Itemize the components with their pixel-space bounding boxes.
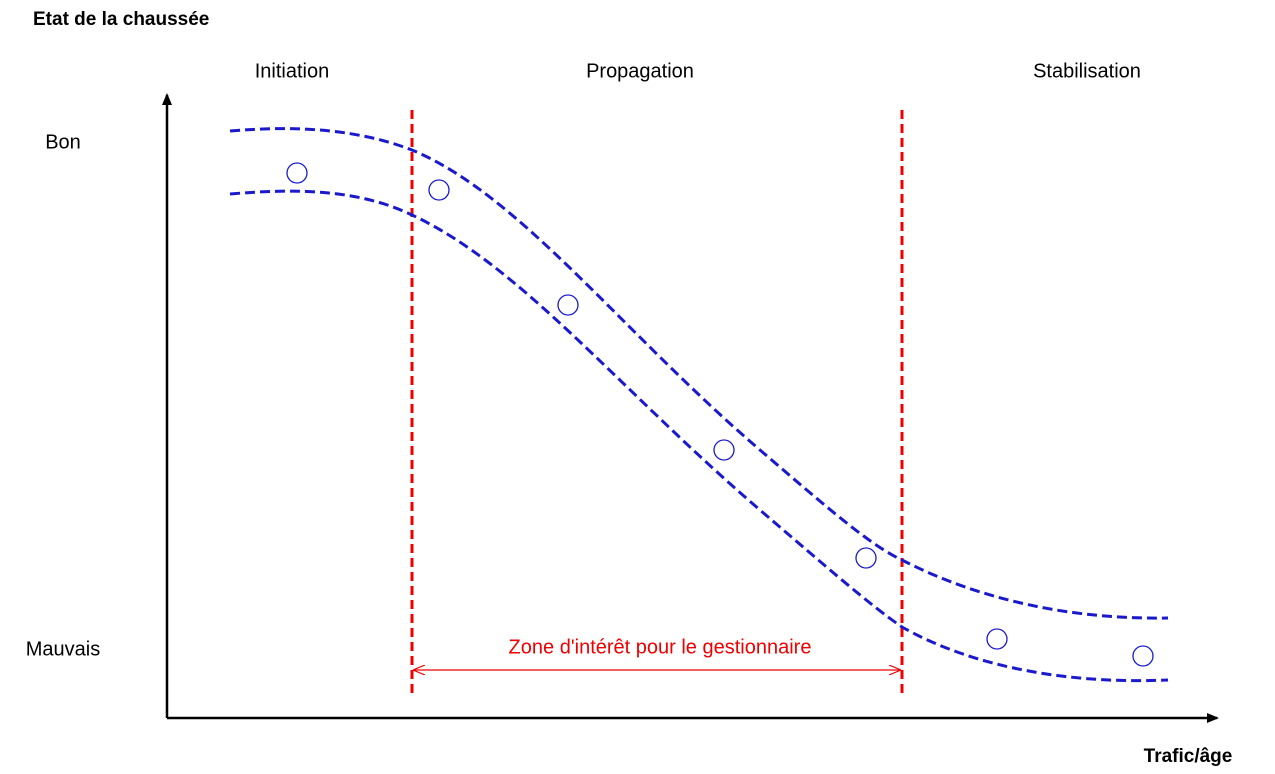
observation — [1132, 645, 1154, 667]
observations — [286, 162, 1154, 667]
phase-label: Stabilisation — [1033, 60, 1141, 82]
phase-label: Initiation — [255, 60, 330, 82]
observation — [713, 439, 735, 461]
observation — [557, 294, 579, 316]
y-label-bottom: Mauvais — [26, 638, 100, 660]
observation — [286, 162, 308, 184]
observation — [428, 179, 450, 201]
observation — [986, 628, 1008, 650]
title: Etat de la chaussée — [33, 9, 209, 30]
lower-curve — [229, 189, 1169, 683]
upper-curve — [229, 127, 1169, 620]
x-axis-label: Trafic/âge — [1144, 746, 1233, 767]
y-label-top: Bon — [45, 131, 81, 153]
phase-label: Propagation — [586, 60, 694, 82]
observation — [855, 547, 877, 569]
zone-label: Zone d'intérêt pour le gestionnaire — [509, 636, 812, 658]
